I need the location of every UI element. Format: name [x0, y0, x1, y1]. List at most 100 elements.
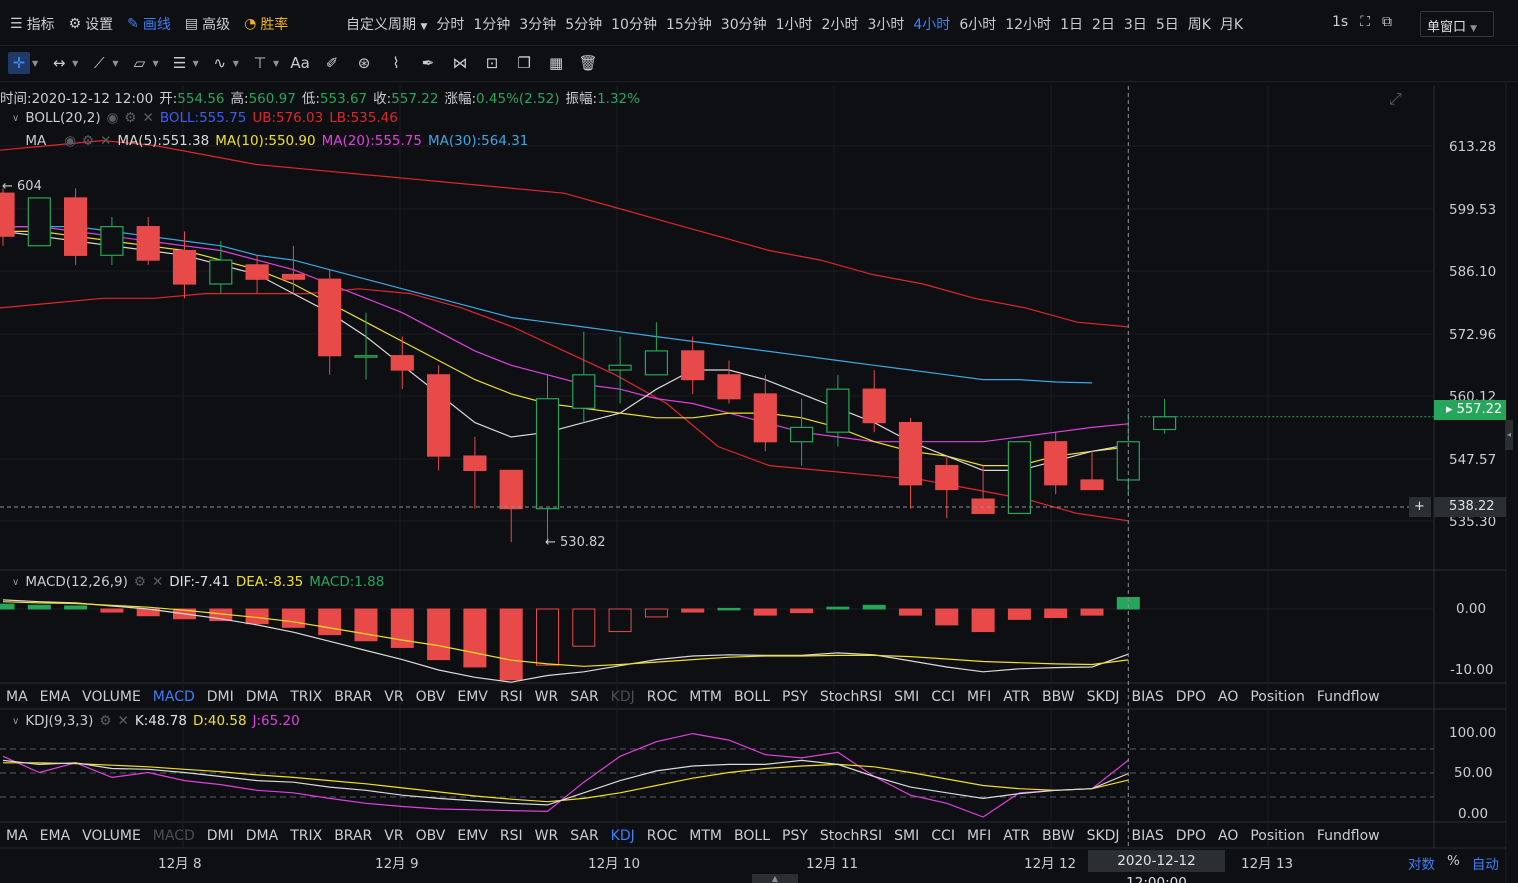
- brush-icon[interactable]: ✐: [325, 54, 339, 72]
- period-11[interactable]: 6小时: [959, 17, 997, 33]
- caret-down-icon[interactable]: ▼: [192, 58, 199, 68]
- indicator-tab-dmi[interactable]: DMI: [206, 828, 234, 844]
- close-icon[interactable]: ✕: [142, 110, 154, 126]
- indicator-tab-dma[interactable]: DMA: [245, 828, 279, 844]
- chart-canvas[interactable]: [0, 82, 1518, 883]
- period-18[interactable]: 月K: [1219, 17, 1244, 33]
- fullscreen-icon[interactable]: ⛶: [1360, 14, 1371, 30]
- indicator-tab-sar[interactable]: SAR: [570, 689, 599, 705]
- indicator-tab-stochrsi[interactable]: StochRSI: [819, 828, 883, 844]
- indicator-tab-cci[interactable]: CCI: [931, 828, 955, 844]
- caret-down-icon[interactable]: ▼: [32, 58, 39, 68]
- indicator-tab-rsi[interactable]: RSI: [499, 828, 523, 844]
- period-17[interactable]: 周K: [1187, 17, 1211, 33]
- indicator-tab-emv[interactable]: EMV: [457, 828, 488, 844]
- advanced-button[interactable]: ▤ 高级: [184, 16, 231, 33]
- rectangle-icon[interactable]: ▱: [133, 54, 146, 72]
- indicator-tab-boll[interactable]: BOLL: [734, 828, 770, 844]
- indicator-tab-ma[interactable]: MA: [6, 828, 28, 844]
- caret-down-icon[interactable]: ▼: [152, 58, 159, 68]
- settings-button[interactable]: ⚙ 设置: [68, 16, 114, 33]
- abcd-icon[interactable]: ⋈: [452, 54, 468, 72]
- indicator-tab-wr[interactable]: WR: [534, 689, 559, 705]
- indicator-tab-smi[interactable]: SMI: [894, 828, 920, 844]
- trend-line-icon[interactable]: ⟋: [94, 54, 105, 72]
- period-5[interactable]: 15分钟: [665, 17, 712, 33]
- indicator-tab-bbw[interactable]: BBW: [1042, 689, 1075, 705]
- window-mode-select[interactable]: 单窗口 ▼: [1420, 11, 1494, 37]
- indicator-tab-skdj[interactable]: SKDJ: [1086, 828, 1120, 844]
- indicator-tab-trix[interactable]: TRIX: [290, 689, 323, 705]
- trash-icon[interactable]: 🗑: [578, 54, 598, 72]
- indicator-button[interactable]: ☰ 指标: [10, 16, 55, 33]
- indicator-tab-fundflow[interactable]: Fundflow: [1316, 828, 1380, 844]
- period-14[interactable]: 2日: [1091, 17, 1115, 33]
- indicator-tab-kdj[interactable]: KDJ: [610, 689, 635, 705]
- text-icon[interactable]: Aa: [290, 54, 310, 72]
- eye-icon[interactable]: ◉: [106, 110, 119, 126]
- indicator-tab-atr[interactable]: ATR: [1003, 828, 1030, 844]
- indicator-tab-atr[interactable]: ATR: [1003, 689, 1030, 705]
- period-7[interactable]: 1小时: [775, 17, 813, 33]
- parallel-lines-icon[interactable]: ☰: [172, 54, 187, 72]
- auto-scale-toggle[interactable]: 自动: [1471, 857, 1499, 873]
- indicator-tab-kdj[interactable]: KDJ: [610, 828, 635, 844]
- caret-down-icon[interactable]: ▼: [232, 58, 239, 68]
- indicator-tab-dma[interactable]: DMA: [245, 689, 279, 705]
- indicator-tab-macd[interactable]: MACD: [152, 689, 195, 705]
- indicator-tab-volume[interactable]: VOLUME: [82, 689, 141, 705]
- caret-down-icon[interactable]: ▼: [112, 58, 119, 68]
- indicator-tab-dmi[interactable]: DMI: [206, 689, 234, 705]
- period-9[interactable]: 3小时: [867, 17, 905, 33]
- indicator-tab-macd[interactable]: MACD: [152, 828, 195, 844]
- close-icon[interactable]: ✕: [117, 713, 129, 729]
- indicator-tab-obv[interactable]: OBV: [415, 689, 446, 705]
- indicator-tab-rsi[interactable]: RSI: [499, 689, 523, 705]
- indicator-tab-smi[interactable]: SMI: [894, 689, 920, 705]
- indicator-tab-roc[interactable]: ROC: [646, 828, 678, 844]
- fib-icon[interactable]: ⊤: [253, 54, 267, 72]
- indicator-tab-stochrsi[interactable]: StochRSI: [819, 689, 883, 705]
- indicator-tab-ma[interactable]: MA: [6, 689, 28, 705]
- indicator-tab-bias[interactable]: BIAS: [1131, 689, 1164, 705]
- indicator-tab-mtm[interactable]: MTM: [689, 689, 723, 705]
- indicator-tab-skdj[interactable]: SKDJ: [1086, 689, 1120, 705]
- popout-icon[interactable]: ⧉: [1382, 14, 1393, 30]
- indicator-tab-mfi[interactable]: MFI: [966, 828, 992, 844]
- settings-icon[interactable]: ⚙: [82, 133, 95, 149]
- indicator-tab-dpo[interactable]: DPO: [1175, 689, 1206, 705]
- pattern-icon[interactable]: ⊛: [357, 54, 371, 72]
- settings-icon[interactable]: ⚙: [124, 110, 137, 126]
- settings-icon[interactable]: ⚙: [99, 713, 112, 729]
- period-0[interactable]: 分时: [436, 17, 465, 33]
- collapse-icon[interactable]: ∨: [12, 715, 20, 727]
- indicator-tab-fundflow[interactable]: Fundflow: [1316, 689, 1380, 705]
- indicator-tab-position[interactable]: Position: [1250, 689, 1305, 705]
- right-panel-handle[interactable]: ◂: [1505, 420, 1513, 450]
- copy-icon[interactable]: ❐: [517, 54, 531, 72]
- indicator-tab-volume[interactable]: VOLUME: [82, 828, 141, 844]
- period-16[interactable]: 5日: [1155, 17, 1179, 33]
- custom-period-dropdown[interactable]: 自定义周期 ▼: [346, 17, 428, 33]
- indicator-tab-emv[interactable]: EMV: [457, 689, 488, 705]
- horizontal-line-icon[interactable]: ↔: [52, 54, 66, 72]
- indicator-tab-mtm[interactable]: MTM: [689, 828, 723, 844]
- indicator-tab-psy[interactable]: PSY: [782, 828, 808, 844]
- magnet-icon[interactable]: ▦: [549, 54, 564, 72]
- indicator-tab-roc[interactable]: ROC: [646, 689, 678, 705]
- indicator-tab-bias[interactable]: BIAS: [1131, 828, 1164, 844]
- indicator-tab-cci[interactable]: CCI: [931, 689, 955, 705]
- scroll-handle[interactable]: ▲: [752, 874, 798, 883]
- indicator-tab-ema[interactable]: EMA: [39, 689, 71, 705]
- indicator-tab-boll[interactable]: BOLL: [734, 689, 770, 705]
- indicator-tab-brar[interactable]: BRAR: [334, 828, 373, 844]
- close-icon[interactable]: ✕: [151, 574, 164, 590]
- indicator-tab-position[interactable]: Position: [1250, 828, 1305, 844]
- collapse-icon[interactable]: ∨: [12, 576, 20, 588]
- indicator-tab-vr[interactable]: VR: [384, 828, 404, 844]
- pen-icon[interactable]: ✒: [421, 54, 435, 72]
- indicator-tab-dpo[interactable]: DPO: [1175, 828, 1206, 844]
- period-3[interactable]: 5分钟: [565, 17, 603, 33]
- crosshair-icon[interactable]: ✛: [8, 52, 30, 74]
- indicator-tab-wr[interactable]: WR: [534, 828, 559, 844]
